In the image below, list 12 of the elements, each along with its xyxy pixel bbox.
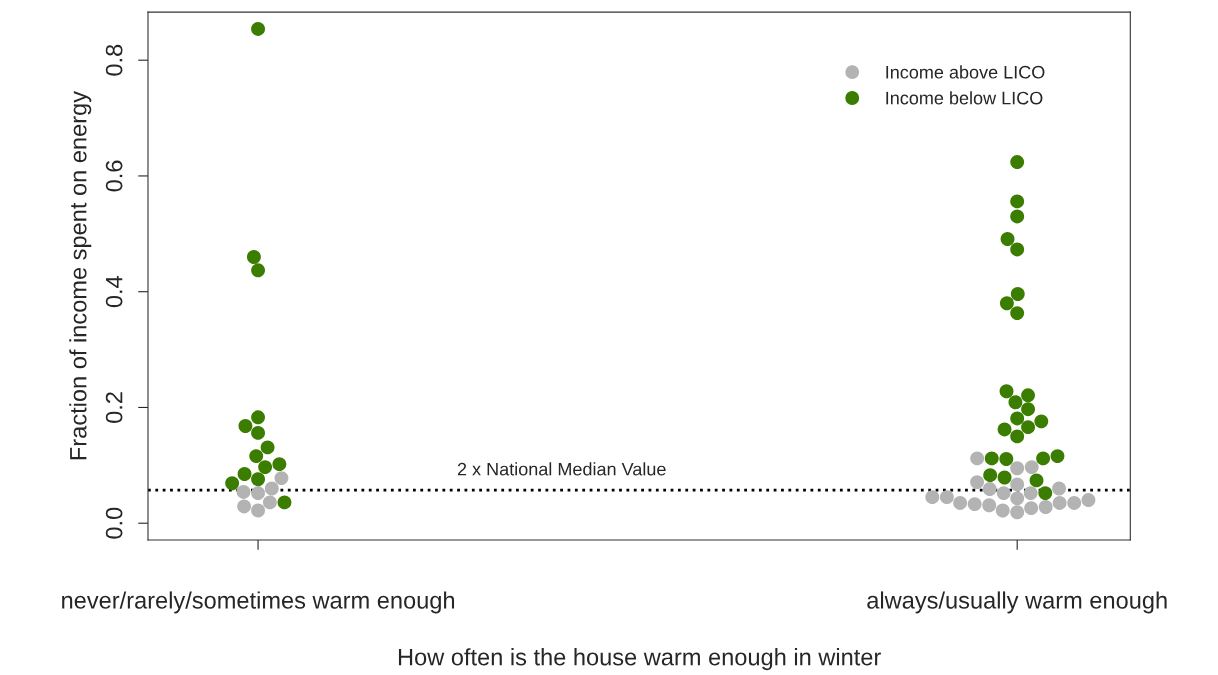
y-tick-label: 0.0	[105, 507, 123, 539]
y-tick-label: 0.6	[105, 160, 123, 192]
y-tick-label: 0.2	[105, 392, 123, 423]
y-tick-label: 0.8	[105, 44, 123, 76]
x-axis-title: How often is the house warm enough in winter	[398, 648, 881, 671]
legend-label: Income above LICO	[886, 65, 1045, 79]
x-tick-label: always/usually warm enough	[867, 591, 1167, 614]
y-axis-title: Fraction of income spent on energy	[69, 91, 92, 460]
x-tick-label: never/rarely/sometimes warm enough	[62, 591, 455, 614]
y-tick-label: 0.4	[105, 275, 123, 308]
legend-label: Income below LICO	[886, 91, 1043, 105]
ref-line-label: 2 x National Median Value	[457, 462, 666, 476]
